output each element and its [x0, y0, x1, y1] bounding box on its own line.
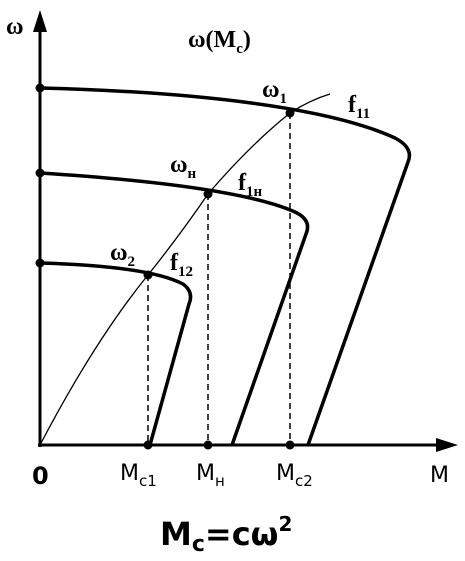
label-base: f — [238, 170, 247, 196]
label-base: ω — [110, 240, 128, 266]
point-label: ωн — [170, 152, 197, 182]
dot — [203, 189, 213, 199]
label-base: f — [348, 92, 357, 118]
label-sub: c2 — [295, 472, 313, 490]
curve-label: f11 — [348, 92, 370, 122]
dot — [143, 270, 153, 280]
label-sub: 2 — [128, 254, 136, 270]
formula-base: M — [160, 515, 192, 553]
curve-f12 — [39, 261, 193, 446]
label-sub: 11 — [356, 106, 370, 122]
title-base: ω(M — [188, 27, 236, 53]
formula-sub: c — [192, 532, 205, 557]
dot — [35, 258, 45, 268]
dot — [35, 83, 45, 93]
label-sub: 1 — [280, 91, 288, 107]
label-sub: н — [215, 472, 225, 490]
curve-label: f1н — [238, 170, 263, 200]
curve-label: f12 — [170, 250, 193, 280]
x-label: M — [430, 463, 449, 488]
label-sub: н — [188, 166, 197, 182]
point-label: ω2 — [110, 240, 135, 270]
formula: Mc=cω2 — [160, 512, 292, 557]
dot — [285, 440, 295, 450]
formula-tail: =cω — [205, 515, 279, 553]
x-mark-label: Mc2 — [276, 461, 313, 490]
origin-label: 0 — [32, 462, 49, 490]
label-base: f — [170, 250, 179, 276]
label-base: ω — [262, 77, 280, 103]
x-mark-label: Mн — [196, 461, 225, 490]
dot — [143, 440, 153, 450]
point-label: ω1 — [262, 77, 287, 107]
x-arrow — [436, 438, 458, 452]
label-base: M — [120, 461, 139, 486]
curve-f11 — [39, 86, 412, 446]
y-arrow — [33, 10, 47, 32]
title-sub: c — [236, 41, 243, 57]
label-sub: 1н — [246, 184, 263, 200]
dot — [35, 168, 45, 178]
dots — [35, 83, 295, 450]
title-tail: ) — [243, 27, 251, 53]
label-base: M — [196, 461, 215, 486]
label-sub: c1 — [139, 472, 157, 490]
x-mark-label: Mc1 — [120, 461, 157, 490]
dot — [285, 108, 295, 118]
curve-f1n — [39, 171, 310, 446]
label-sub: 12 — [178, 264, 193, 280]
title: ω(Mc) — [188, 27, 251, 57]
label-base: M — [276, 461, 295, 486]
dot — [203, 440, 213, 450]
y-label: ω — [6, 14, 24, 40]
label-base: ω — [170, 152, 188, 178]
formula-sup: 2 — [278, 512, 292, 536]
